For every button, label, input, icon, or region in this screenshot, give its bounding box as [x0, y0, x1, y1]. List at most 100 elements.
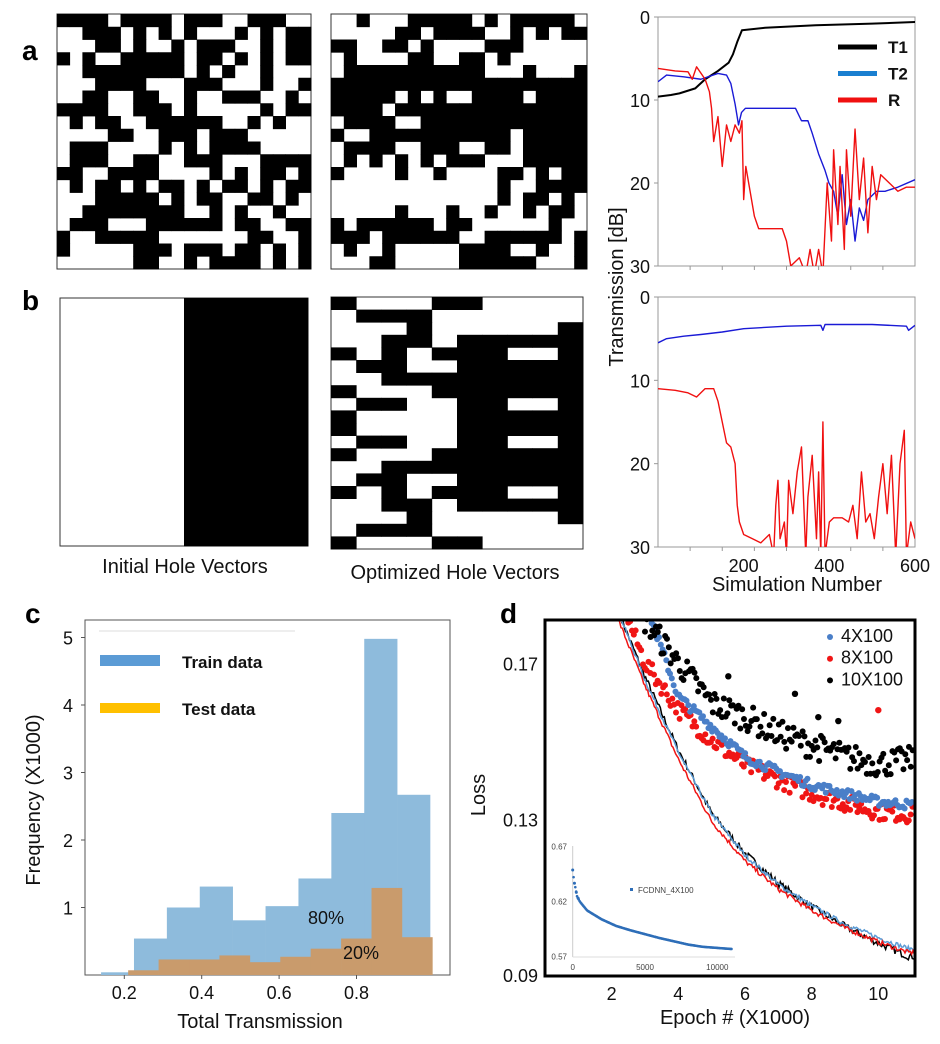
hole-cell — [343, 116, 357, 130]
hole-cell — [158, 179, 172, 193]
data-point-10X100 — [667, 660, 674, 667]
data-point-10X100 — [713, 695, 720, 702]
hole-cell — [369, 128, 383, 142]
hole-cell — [145, 230, 159, 244]
hole-cell — [233, 484, 259, 497]
x-tick-label: 2 — [607, 984, 617, 1004]
data-point-4X100 — [797, 773, 804, 780]
hole-cell — [459, 52, 473, 66]
data-point-10X100 — [707, 696, 714, 703]
data-point-10X100 — [850, 758, 857, 765]
hole-cell — [431, 372, 458, 386]
hole-cell — [407, 26, 421, 40]
hole-cell — [184, 360, 210, 373]
hole-cell — [208, 322, 234, 336]
hole-cell — [395, 65, 409, 79]
hole-cell — [532, 385, 559, 399]
hole-cell — [260, 167, 274, 181]
data-point-10X100 — [735, 702, 742, 709]
hole-cell — [272, 243, 286, 257]
hole-cell — [369, 90, 383, 104]
hole-cell — [184, 322, 210, 336]
legend-label-train: Train data — [182, 653, 263, 672]
histogram-bar-test — [189, 959, 220, 975]
hole-cell — [184, 90, 198, 104]
hole-cell — [120, 77, 134, 91]
hole-cell — [407, 52, 421, 66]
hole-cell — [431, 448, 458, 462]
hole-cell — [356, 473, 382, 487]
transmission-chart-b: 0 10 20 30 200 400 600 — [630, 288, 930, 576]
hole-cell — [433, 167, 447, 181]
hole-cell — [95, 103, 109, 117]
data-point-10X100 — [725, 673, 732, 680]
hole-cell — [209, 116, 223, 130]
data-point-8X100 — [803, 790, 810, 797]
hole-cell — [548, 154, 562, 168]
data-point-10X100 — [797, 742, 804, 749]
hole-cell — [561, 192, 575, 206]
hole-cell — [209, 256, 223, 270]
hole-cell — [574, 103, 588, 117]
hole-cell — [561, 116, 575, 130]
hole-cell — [234, 26, 248, 40]
hole-cell — [561, 77, 575, 91]
hole-cell — [222, 141, 236, 155]
hole-cell — [107, 192, 121, 206]
hole-cell — [381, 360, 407, 373]
hole-cell — [381, 397, 407, 411]
hole-cell — [510, 39, 524, 53]
hole-cell — [548, 141, 562, 155]
hole-cell — [120, 52, 134, 66]
inset-y-tick-label: 0.57 — [551, 953, 567, 962]
hole-cell — [381, 498, 407, 512]
hole-cell — [120, 205, 134, 219]
hole-cell — [145, 256, 159, 270]
data-point-10X100 — [904, 757, 911, 764]
hole-cell — [107, 179, 121, 193]
data-point-10X100 — [847, 765, 854, 772]
hole-cell — [233, 508, 259, 522]
hole-cell — [283, 384, 309, 398]
hole-cell — [557, 322, 584, 336]
hole-cell — [95, 218, 109, 232]
hole-cell — [184, 103, 198, 117]
hole-cell — [133, 179, 147, 193]
hole-cell — [184, 508, 210, 522]
hole-cell — [208, 409, 234, 423]
hole-cell — [208, 446, 234, 460]
data-point-4X100 — [663, 657, 670, 664]
hole-cell — [258, 446, 284, 460]
annotation-test-percent: 20% — [343, 943, 379, 963]
hole-cell — [95, 179, 109, 193]
hole-cell — [283, 409, 309, 423]
data-point-8X100 — [881, 816, 888, 823]
hole-cell — [459, 218, 473, 232]
hole-cell — [133, 167, 147, 181]
hole-cell — [356, 523, 382, 537]
legend-label: 10X100 — [841, 669, 903, 689]
hole-cell — [406, 498, 433, 512]
data-point-4X100 — [800, 783, 807, 790]
hole-cell — [535, 26, 549, 40]
hole-cell — [222, 90, 236, 104]
hole-cell — [369, 116, 383, 130]
hole-cell — [356, 90, 370, 104]
hole-cell — [484, 77, 498, 91]
hole-cell — [82, 52, 96, 66]
loss-chart: 0.170.130.092 4 6 8 104X1008X10010X1000.670.… — [503, 618, 917, 1004]
hole-cell — [510, 14, 524, 28]
hole-cell — [95, 192, 109, 206]
data-point-10X100 — [779, 718, 786, 725]
hole-cell — [382, 77, 396, 91]
hole-cell — [208, 496, 234, 510]
hole-cell — [158, 52, 172, 66]
x-tick-label: 0.2 — [112, 983, 137, 1003]
hole-cell — [331, 423, 357, 436]
series-lines — [658, 20, 915, 266]
hole-cell — [395, 128, 409, 142]
inset-y-tick-label: 0.67 — [551, 843, 567, 852]
hole-cell — [482, 473, 508, 487]
hole-cell — [497, 230, 511, 244]
hole-cell — [209, 39, 223, 53]
